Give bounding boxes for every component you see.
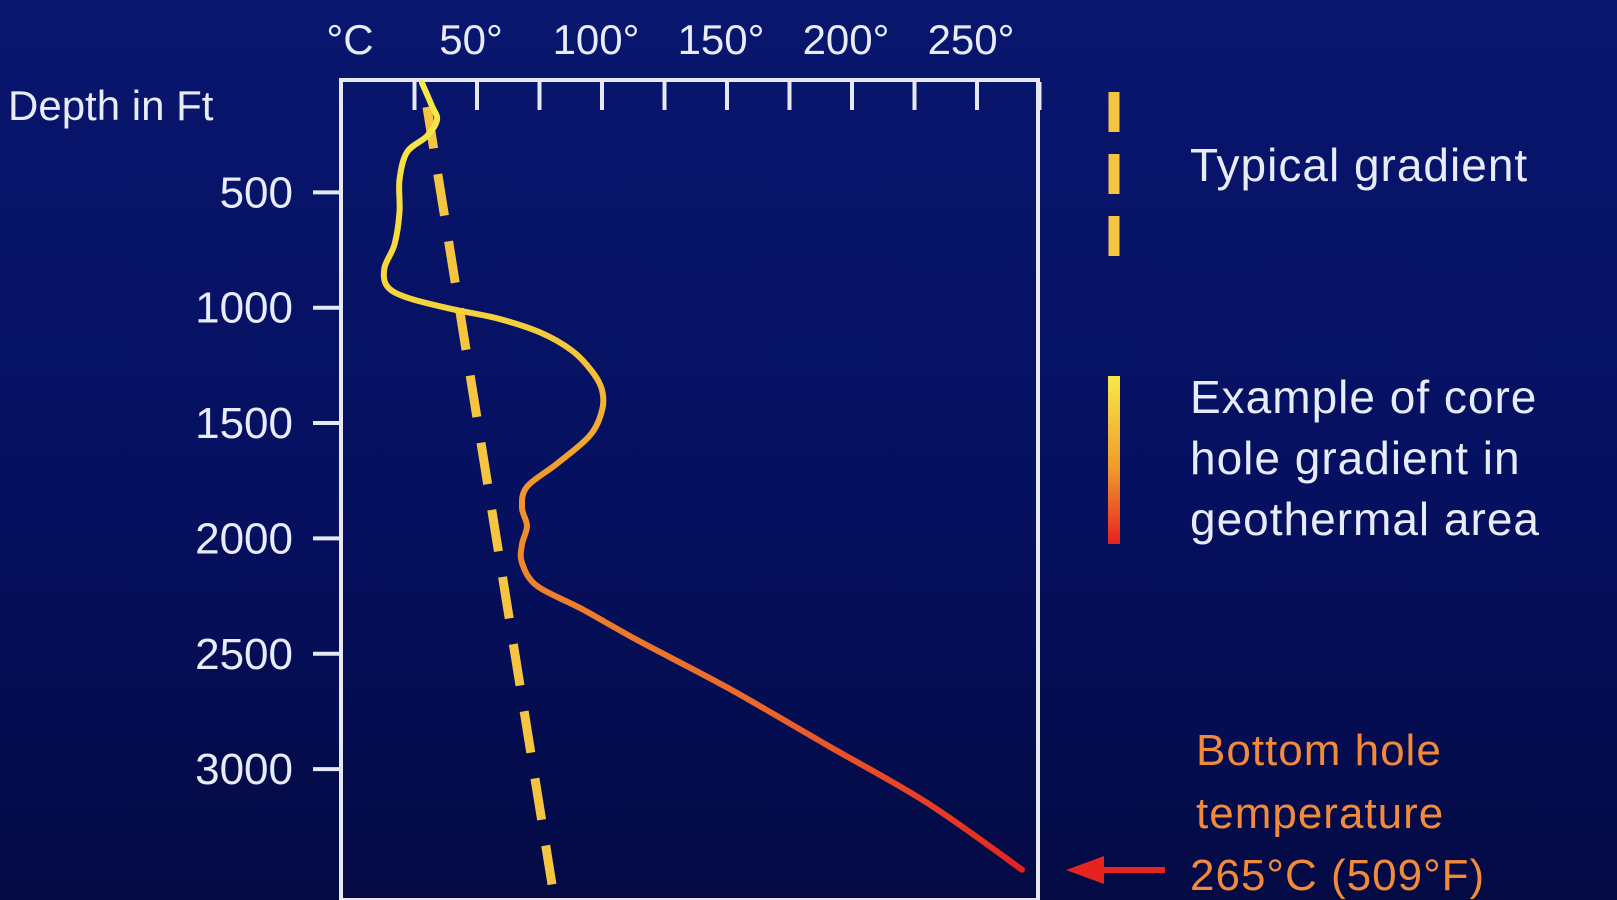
y-axis-ticks: [313, 190, 341, 772]
y-tick-label-2000: 2000: [195, 514, 293, 563]
legend: Typical gradient Example of core hole gr…: [1108, 92, 1540, 545]
x-tick-label-50: 50°: [439, 16, 503, 63]
x-unit-label: °C: [326, 16, 373, 63]
annotation-line-1: Bottom hole: [1196, 726, 1442, 775]
series-typical-gradient-line: [422, 106, 557, 886]
legend-label-core-hole-line-2: hole gradient in: [1190, 432, 1521, 484]
y-tick-label-1500: 1500: [195, 399, 293, 448]
y-tick-label-3000: 3000: [195, 745, 293, 794]
x-tick-label-250: 250°: [928, 16, 1015, 63]
x-tick-label-150: 150°: [678, 16, 765, 63]
series-layer: [380, 80, 1025, 886]
annotation-line-2: temperature: [1196, 789, 1444, 838]
x-tick-label-200: 200°: [803, 16, 890, 63]
bottom-hole-annotation: Bottom hole temperature 265°C (509°F): [1066, 726, 1485, 900]
y-axis-tick-labels: 500 1000 1500 2000 2500 3000: [195, 168, 293, 794]
y-tick-label-1000: 1000: [195, 284, 293, 333]
legend-label-core-hole-line-1: Example of core: [1190, 371, 1537, 423]
legend-swatch-core-hole-gradient: [1108, 376, 1120, 544]
legend-label-typical-gradient: Typical gradient: [1190, 139, 1528, 191]
annotation-arrow-head: [1066, 856, 1104, 884]
y-tick-label-2500: 2500: [195, 630, 293, 679]
legend-label-core-hole-line-3: geothermal area: [1190, 493, 1540, 545]
x-axis-tick-labels: 50° 100° 150° 200° 250°: [439, 16, 1014, 63]
y-axis-label: Depth in Ft: [8, 82, 214, 129]
series-core-hole-gradient-line: [380, 80, 1025, 873]
x-tick-label-100: 100°: [553, 16, 640, 63]
annotation-line-3: 265°C (509°F): [1190, 851, 1485, 900]
y-tick-label-500: 500: [220, 168, 293, 217]
plot-frame: [339, 78, 1040, 900]
x-axis-ticks: [412, 82, 1042, 110]
